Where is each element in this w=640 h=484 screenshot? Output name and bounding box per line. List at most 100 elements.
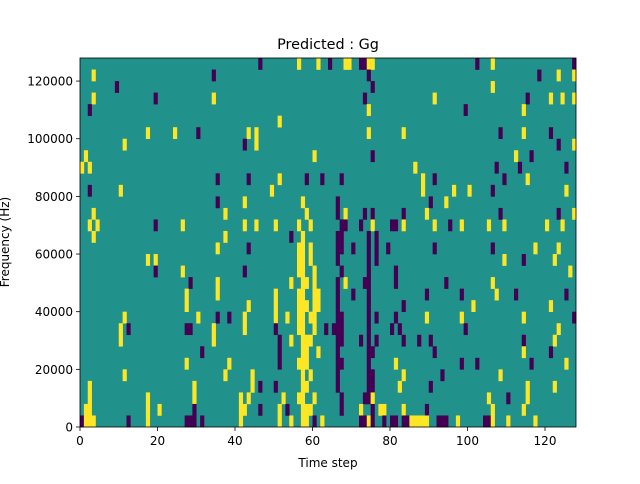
heatmap-cell [269,184,275,197]
heatmap-cell [548,92,554,105]
heatmap-cell [440,369,445,382]
heatmap-cell [401,403,406,416]
heatmap-cell [215,311,220,324]
heatmap-cell [351,288,356,301]
heatmap-cell [366,392,371,405]
heatmap-cell [366,230,371,243]
heatmap-cell [370,150,375,163]
heatmap-cell [428,196,433,209]
heatmap-cell [312,150,317,163]
heatmap-cell [502,173,507,186]
heatmap-cell [359,415,364,428]
heatmap-cell [548,346,554,359]
heatmap-cell [370,415,375,428]
heatmap-cell [145,415,151,428]
heatmap-cell [556,69,561,82]
heatmap-cell [370,403,375,416]
heatmap-cell [390,323,395,336]
heatmap-cell [312,311,317,324]
heatmap-cell [300,277,306,289]
heatmap-cell [390,415,395,428]
heatmap-cell [521,346,526,359]
heatmap-cell [556,242,561,255]
heatmap-cell [312,277,317,289]
x-axis: 0 20 40 60 80 100 120 [76,427,556,448]
heatmap-cell [444,196,449,209]
heatmap-cell [366,277,371,289]
plot-frame [79,57,577,428]
heatmap-cell [126,415,131,428]
heatmap-cell [258,380,263,393]
heatmap-cell [401,219,406,232]
heatmap-cell [242,196,247,209]
heatmap-cell [335,311,340,324]
heatmap-cell [374,242,379,255]
heatmap-cell [297,254,302,266]
heatmap-cell [548,127,554,140]
heatmap-cell [304,300,309,312]
heatmap-cell [184,415,189,428]
heatmap-cell [366,58,371,70]
heatmap-cell [405,415,410,428]
heatmap-cell [335,242,340,255]
heatmap-cell [421,184,426,197]
heatmap-cell [246,173,251,186]
heatmap-cell [397,323,402,336]
heatmap-cell [300,311,306,324]
heatmap-cell [300,415,306,428]
heatmap-cell [335,230,340,243]
heatmap-cell [432,346,437,359]
heatmap-cell [308,369,313,382]
heatmap-cell [362,207,368,220]
heatmap-cell [300,288,306,301]
heatmap-cell [370,392,375,405]
x-tick-label: 80 [382,434,397,448]
heatmap-cell [343,219,348,232]
heatmap-cell [83,403,89,416]
heatmap-cell [273,323,278,336]
heatmap-cell [238,392,244,405]
heatmap-cell [378,403,383,416]
heatmap-cell [490,277,495,289]
heatmap-cell [366,369,371,382]
heatmap-cell [300,254,306,266]
heatmap-cell [366,323,371,336]
heatmap-cell [335,207,340,220]
heatmap-cell [335,300,340,312]
heatmap-cell [432,173,437,186]
heatmap-cell [366,311,371,324]
heatmap-cell [200,346,205,359]
heatmap-cell [490,58,495,70]
heatmap-cell [417,415,422,428]
heatmap-cell [475,357,480,370]
heatmap-cell [339,230,344,243]
heatmap-cell [223,230,228,243]
heatmap-cell [289,277,294,289]
heatmap-cell [560,219,565,232]
heatmap-cell [242,323,247,336]
heatmap-cell [297,58,302,70]
heatmap-cell [382,403,387,416]
heatmap-cell [463,104,468,116]
heatmap-cell [448,219,453,232]
heatmap-cell [498,127,503,140]
heatmap-cell [211,69,216,82]
heatmap-cell [273,219,278,232]
heatmap-cell [486,219,492,232]
heatmap-cell [304,173,309,186]
y-tick-label: 40000 [35,305,73,319]
heatmap-cell [335,196,340,209]
heatmap-cell [459,219,464,232]
heatmap-cell [91,92,96,105]
heatmap-cell [83,150,89,163]
heatmap-cell [87,184,92,197]
heatmap-cell [215,196,220,209]
heatmap-cell [227,311,232,324]
heatmap-cell [184,357,189,370]
heatmap-cell [339,219,344,232]
heatmap-cell [393,311,399,324]
heatmap-cell [87,403,92,416]
heatmap-cell [277,173,282,186]
heatmap-cell [87,392,92,405]
